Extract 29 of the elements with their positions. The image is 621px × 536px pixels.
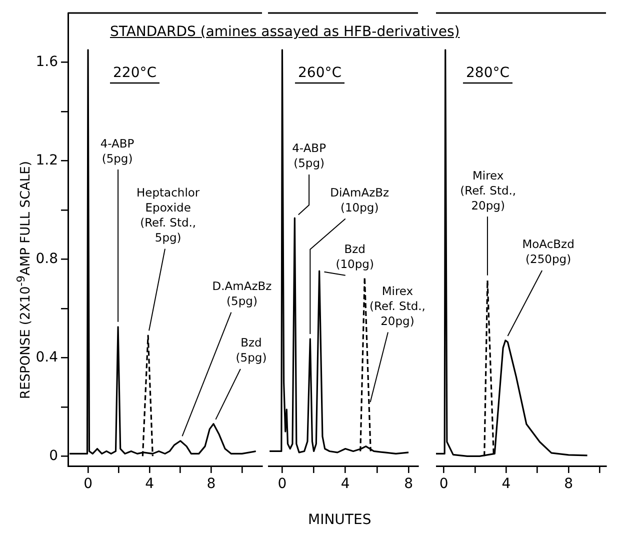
annotation: 4-ABP (5pg) bbox=[100, 136, 134, 166]
y-tick-label: 0.4 bbox=[36, 349, 58, 366]
text: 260°C bbox=[298, 65, 342, 81]
x-tick-label: 8 bbox=[404, 476, 413, 492]
x-tick-label: 0 bbox=[84, 476, 92, 492]
annotation: Bzd (10pg) bbox=[336, 242, 374, 272]
annotation: Heptachlor Epoxide (Ref. Std., 5pg) bbox=[136, 186, 200, 245]
x-tick-label: 8 bbox=[564, 476, 574, 492]
text: STANDARDS (amines assayed as HFB-derivatives) bbox=[110, 24, 460, 40]
x-tick-label: 4 bbox=[340, 476, 350, 492]
annotation: D.AmAzBz (5pg) bbox=[212, 279, 272, 308]
x-axis-title: MINUTES bbox=[308, 512, 372, 528]
x-tick-label: 0 bbox=[439, 476, 448, 492]
annotation: DiAmAzBz (10pg) bbox=[330, 186, 390, 215]
text: 280°C bbox=[466, 65, 510, 81]
y-tick-label: 0.8 bbox=[36, 250, 58, 267]
x-tick-label: 0 bbox=[278, 476, 287, 492]
annotation: Mirex (Ref. Std., 20pg) bbox=[460, 168, 516, 212]
annotation: 4-ABP (5pg) bbox=[292, 141, 326, 170]
x-tick-label: 4 bbox=[502, 476, 511, 492]
text: 220°C bbox=[113, 65, 157, 81]
y-tick-label: 1.2 bbox=[36, 152, 58, 168]
y-tick-label: 1.6 bbox=[36, 54, 58, 70]
annotation: MoAcBzd (250pg) bbox=[522, 237, 574, 266]
x-tick-label: 4 bbox=[145, 476, 154, 492]
y-tick-label: 0 bbox=[49, 448, 58, 464]
annotation: Bzd (5pg) bbox=[236, 336, 267, 365]
x-tick-label: 8 bbox=[206, 476, 216, 492]
annotation: Mirex (Ref. Std., 20pg) bbox=[369, 284, 426, 328]
